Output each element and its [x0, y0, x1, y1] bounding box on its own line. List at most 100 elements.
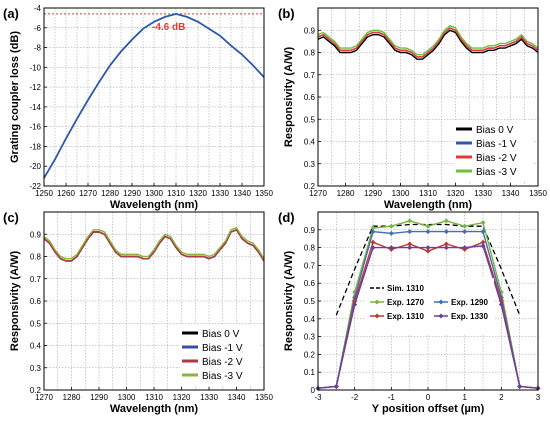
x-tick-label: 1330 — [211, 189, 229, 198]
y-tick-label: 0.8 — [304, 49, 316, 58]
annotation-label: -4.6 dB — [152, 22, 185, 33]
y-axis-label: Grating coupler loss (dB) — [9, 31, 21, 163]
legend-label: Sim. 1310 — [387, 284, 424, 293]
y-tick-label: 0 — [311, 386, 316, 395]
series-line-4 — [317, 24, 539, 56]
y-tick-label: 0.3 — [30, 364, 42, 373]
data-point — [498, 302, 504, 308]
x-tick-label: 1290 — [123, 189, 141, 198]
x-tick-label: 1330 — [200, 393, 218, 402]
series-line-1 — [317, 29, 539, 60]
x-tick-label: 1320 — [173, 393, 191, 402]
y-tick-label: 0.4 — [30, 342, 42, 351]
x-tick-label: 1250 — [35, 189, 53, 198]
panel-label: (c) — [3, 210, 19, 225]
data-point — [443, 241, 449, 247]
y-tick-label: 0.9 — [304, 26, 316, 35]
y-axis-label: Responsivity (A/W) — [9, 251, 21, 352]
y-tick-label: 0.8 — [304, 244, 316, 253]
y-tick-label: 0.5 — [30, 319, 42, 328]
x-tick-label: 1300 — [392, 189, 410, 198]
x-tick-label: 1300 — [118, 393, 136, 402]
x-tick-label: 1340 — [228, 393, 246, 402]
data-point — [480, 239, 486, 245]
legend-label: Bias 0 V — [476, 125, 514, 136]
y-tick-label: -6 — [34, 24, 42, 33]
x-tick-label: -1 — [388, 393, 396, 402]
panel-label: (a) — [3, 6, 19, 21]
series-line-3 — [317, 27, 539, 58]
legend-marker — [438, 299, 444, 305]
data-point — [480, 220, 486, 226]
x-tick-label: 1280 — [337, 189, 355, 198]
x-tick-label: 1270 — [35, 393, 53, 402]
y-tick-label: -8 — [34, 44, 42, 53]
y-tick-label: 0.1 — [304, 368, 316, 377]
panel-label: (b) — [278, 6, 295, 21]
y-tick-label: 0.9 — [30, 230, 42, 239]
x-tick-label: 1300 — [145, 189, 163, 198]
data-point — [443, 218, 449, 224]
data-point — [517, 383, 523, 389]
legend-label: Bias -1 V — [476, 139, 517, 150]
y-tick-label: 0.2 — [304, 182, 316, 191]
legend-box — [366, 278, 494, 334]
x-tick-label: 1350 — [255, 189, 273, 198]
y-tick-label: 0.6 — [30, 297, 42, 306]
y-tick-label: 0.9 — [304, 226, 316, 235]
x-tick-label: -2 — [351, 393, 359, 402]
series-line-4 — [43, 226, 265, 260]
y-axis-label: Responsivity (A/W) — [283, 251, 295, 352]
x-tick-label: 1330 — [474, 189, 492, 198]
y-tick-label: 0.7 — [304, 261, 316, 270]
data-point — [425, 229, 431, 235]
x-tick-label: 1290 — [90, 393, 108, 402]
x-tick-label: 2 — [499, 393, 504, 402]
x-tick-label: -3 — [314, 393, 322, 402]
x-tick-label: 1320 — [447, 189, 465, 198]
y-tick-label: 0.6 — [304, 279, 316, 288]
data-point — [462, 229, 468, 235]
data-point — [425, 223, 431, 229]
x-tick-label: 1260 — [57, 189, 75, 198]
x-axis-label: Y position offset (µm) — [372, 403, 485, 415]
panel-label: (d) — [278, 210, 295, 225]
y-tick-label: 0.5 — [304, 115, 316, 124]
x-tick-label: 1280 — [63, 393, 81, 402]
legend-label: Bias -2 V — [202, 357, 243, 368]
x-tick-label: 1340 — [502, 189, 520, 198]
y-tick-label: -20 — [29, 162, 41, 171]
legend-label: Bias -2 V — [476, 153, 517, 164]
y-tick-label: 0.4 — [304, 138, 316, 147]
y-tick-label: 0.7 — [30, 275, 42, 284]
y-tick-label: -14 — [29, 103, 41, 112]
data-point — [370, 229, 376, 235]
y-tick-label: 0.2 — [304, 350, 316, 359]
x-tick-label: 1310 — [145, 393, 163, 402]
legend-label: Exp. 1330 — [451, 312, 488, 321]
y-axis-label: Responsivity (A/W) — [283, 47, 295, 148]
y-tick-label: -12 — [29, 83, 41, 92]
legend-label: Exp. 1270 — [387, 298, 424, 307]
panel-1: -4.6 dB 1250 1260 1270 1280 1290 1300 1310 1320 1… — [3, 4, 273, 211]
legend-label: Bias -3 V — [476, 167, 517, 178]
x-tick-label: 1320 — [189, 189, 207, 198]
y-tick-label: 0.2 — [30, 386, 42, 395]
series-line-1 — [335, 223, 521, 316]
x-tick-label: 1 — [462, 393, 467, 402]
data-point — [480, 229, 486, 235]
x-axis-label: Wavelength (nm) — [110, 199, 199, 211]
data-point — [407, 241, 413, 247]
x-axis-label: Wavelength (nm) — [110, 403, 199, 415]
data-point — [407, 218, 413, 224]
y-tick-label: 0.8 — [30, 253, 42, 262]
data-point — [425, 245, 431, 251]
data-point — [388, 230, 394, 236]
y-tick-label: -18 — [29, 142, 41, 151]
legend-label: Exp. 1290 — [451, 298, 488, 307]
x-tick-label: 1340 — [233, 189, 251, 198]
x-tick-label: 1350 — [529, 189, 547, 198]
x-axis-label: Wavelength (nm) — [384, 199, 473, 211]
data-point — [370, 245, 376, 251]
data-point — [462, 223, 468, 229]
